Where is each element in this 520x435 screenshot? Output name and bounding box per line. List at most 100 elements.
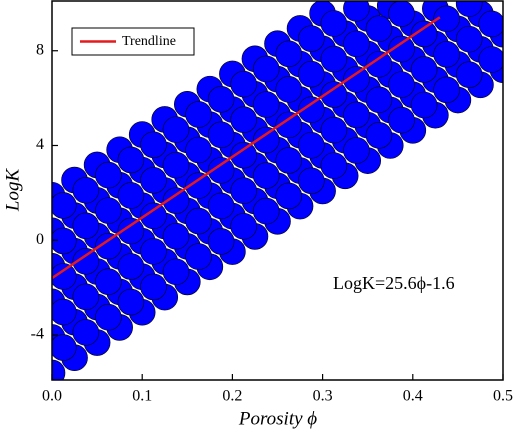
- legend-label: Trendline: [122, 34, 176, 49]
- scatter-point: [252, 126, 280, 154]
- scatter-point: [433, 5, 460, 33]
- scatter-point: [275, 76, 303, 103]
- scatter-point: [207, 192, 235, 220]
- scatter-point: [320, 152, 348, 179]
- scatter-point: [388, 35, 415, 63]
- y-tick-label: -4: [31, 326, 44, 343]
- scatter-point: [72, 283, 100, 311]
- scatter-point: [52, 192, 77, 219]
- scatter-point: [117, 288, 145, 316]
- x-tick-label: 0.4: [403, 388, 423, 405]
- scatter-point: [95, 232, 122, 260]
- scatter-point: [162, 222, 190, 250]
- scatter-point: [455, 61, 483, 88]
- scatter-point: [252, 55, 280, 83]
- y-tick-label: 8: [36, 41, 44, 58]
- scatter-point: [230, 177, 257, 205]
- scatter-point: [275, 40, 303, 68]
- scatter-point: [185, 101, 212, 128]
- scatter-point: [252, 162, 280, 189]
- scatter-point: [185, 243, 212, 270]
- scatter-point: [478, 46, 503, 73]
- scatter-point: [72, 212, 100, 240]
- y-axis-label: LogK: [2, 168, 23, 213]
- scatter-point: [343, 1, 370, 22]
- scatter-point: [343, 66, 370, 93]
- scatter-point: [140, 167, 167, 194]
- scatter-point: [410, 91, 438, 119]
- scatter-layer: [52, 1, 503, 380]
- scatter-point: [72, 176, 100, 204]
- x-tick-label: 0.1: [132, 388, 152, 405]
- scatter-point: [52, 263, 77, 290]
- y-tick-label: 4: [36, 136, 44, 153]
- scatter-point: [72, 248, 100, 275]
- scatter-point: [365, 15, 393, 43]
- scatter-point: [433, 76, 460, 104]
- scatter-point: [95, 197, 122, 224]
- x-tick-label: 0.3: [313, 388, 333, 405]
- scatter-point: [410, 20, 438, 48]
- scatter-point: [117, 146, 145, 174]
- scatter-point: [365, 86, 393, 114]
- scatter-point: [410, 56, 438, 83]
- scatter-point: [298, 167, 325, 195]
- scatter-point: [95, 161, 122, 189]
- y-tick-label: 0: [36, 231, 44, 248]
- scatter-point: [320, 45, 348, 73]
- scatter-point: [365, 122, 393, 149]
- scatter-point: [140, 202, 167, 230]
- scatter-point: [72, 319, 100, 346]
- annotation: LogK=25.6ϕ-1.6: [333, 273, 455, 293]
- legend: Trendline: [71, 27, 195, 56]
- scatter-point: [320, 116, 348, 144]
- scatter-point: [185, 136, 212, 164]
- scatter-point: [117, 217, 145, 245]
- scatter-point: [207, 121, 235, 149]
- scatter-point: [298, 25, 325, 52]
- scatter-point: [95, 303, 122, 331]
- scatter-point: [455, 1, 483, 17]
- scatter-point: [275, 111, 303, 139]
- scatter-point: [207, 86, 235, 113]
- scatter-point: [320, 10, 348, 37]
- scatter-point: [95, 268, 122, 295]
- x-tick-label: 0.5: [493, 388, 513, 405]
- scatter-point: [298, 131, 325, 159]
- scatter-point: [140, 131, 167, 159]
- x-tick-label: 0.0: [42, 388, 62, 405]
- scatter-point: [252, 91, 280, 118]
- scatter-point: [52, 298, 77, 326]
- scatter-point: [117, 253, 145, 280]
- scatter-point: [207, 157, 235, 184]
- scatter-point: [343, 137, 370, 164]
- scatter-point: [140, 238, 167, 265]
- trendline: [51, 16, 441, 280]
- scatter-point: [343, 101, 370, 129]
- scatter-point: [162, 151, 190, 179]
- scatter-point: [230, 106, 257, 133]
- scatter-point: [230, 70, 257, 98]
- scatter-point: [162, 258, 190, 286]
- scatter-point: [365, 50, 393, 78]
- scatter-point: [162, 116, 190, 143]
- scatter-point: [117, 182, 145, 209]
- scatter-point: [140, 273, 167, 301]
- scatter-point: [52, 359, 66, 380]
- scatter-point: [52, 227, 77, 255]
- scatter-point: [455, 25, 483, 53]
- scatter-point: [388, 1, 415, 27]
- x-tick-label: 0.2: [222, 388, 242, 405]
- scatter-point: [275, 182, 303, 210]
- scatter-point: [320, 81, 348, 108]
- scatter-point: [252, 197, 280, 225]
- scatter-point: [230, 212, 257, 240]
- scatter-point: [343, 30, 370, 58]
- scatter-point: [478, 10, 503, 38]
- scatter-point: [298, 96, 325, 124]
- scatter-point: [275, 147, 303, 174]
- x-axis-label: Porosity ϕ: [238, 408, 317, 429]
- plot-frame: [51, 0, 504, 381]
- scatter-point: [298, 60, 325, 88]
